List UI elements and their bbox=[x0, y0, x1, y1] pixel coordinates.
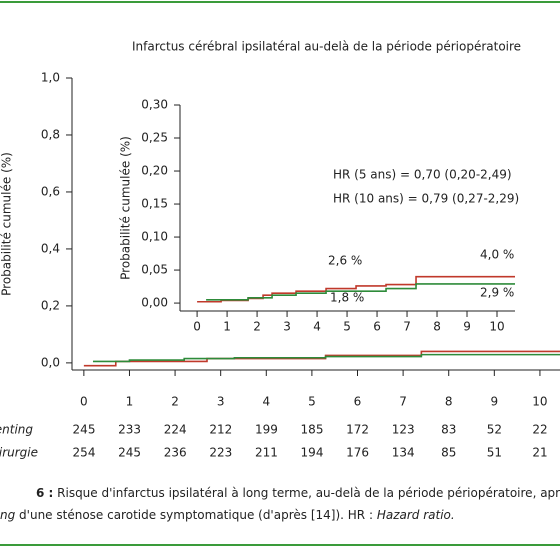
caption-text: ng bbox=[0, 508, 16, 522]
y-tick-label: 0,4 bbox=[41, 241, 60, 255]
x-tick-label: 5 bbox=[343, 320, 351, 334]
risk-count: 22 bbox=[532, 423, 547, 437]
chart-title: Infarctus cérébral ipsilatéral au-delà d… bbox=[132, 40, 521, 54]
risk-count: 199 bbox=[255, 423, 278, 437]
annotation: 1,8 % bbox=[330, 291, 364, 305]
km-curve bbox=[92, 353, 560, 363]
x-tick-label: 10 bbox=[489, 320, 504, 334]
y-axis-label: Probabilité cumulée (%) bbox=[119, 136, 133, 280]
caption: 6 : Risque d'infarctus ipsilatéral à lon… bbox=[36, 486, 560, 500]
risk-count: 123 bbox=[392, 423, 415, 437]
x-tick-label: 3 bbox=[283, 320, 291, 334]
caption-text: Risque d'infarctus ipsilatéral à long te… bbox=[53, 486, 560, 500]
risk-count: 21 bbox=[532, 446, 547, 460]
x-tick-label: 10 bbox=[532, 395, 547, 409]
x-tick-label: 4 bbox=[262, 395, 270, 409]
risk-count: 185 bbox=[301, 423, 324, 437]
annotation: 2,6 % bbox=[328, 254, 362, 268]
risk-count: 52 bbox=[487, 423, 502, 437]
y-tick-label: 1,0 bbox=[41, 71, 60, 85]
risk-count: 224 bbox=[164, 423, 187, 437]
annotation: 4,0 % bbox=[480, 248, 514, 262]
x-tick-label: 6 bbox=[354, 395, 362, 409]
x-tick-label: 8 bbox=[433, 320, 441, 334]
risk-count: 194 bbox=[301, 446, 324, 460]
risk-count: 85 bbox=[441, 446, 456, 460]
annotation: 2,9 % bbox=[480, 286, 514, 300]
y-tick-label: 0,20 bbox=[141, 164, 168, 178]
x-tick-label: 9 bbox=[463, 320, 471, 334]
risk-row-label: hirurgie bbox=[0, 446, 38, 460]
risk-count: 245 bbox=[73, 423, 96, 437]
km-curve bbox=[83, 350, 560, 367]
risk-count: 254 bbox=[73, 446, 96, 460]
caption: ng d'une sténose carotide symptomatique … bbox=[0, 508, 455, 522]
x-tick-label: 2 bbox=[171, 395, 179, 409]
y-tick-label: 0,0 bbox=[41, 355, 60, 369]
risk-count: 51 bbox=[487, 446, 502, 460]
risk-count: 236 bbox=[164, 446, 187, 460]
y-tick-label: 0,15 bbox=[141, 197, 168, 211]
x-tick-label: 2 bbox=[253, 320, 261, 334]
risk-count: 172 bbox=[346, 423, 369, 437]
risk-count: 223 bbox=[209, 446, 232, 460]
x-tick-label: 0 bbox=[193, 320, 201, 334]
x-tick-label: 5 bbox=[308, 395, 316, 409]
x-tick-label: 7 bbox=[399, 395, 407, 409]
x-tick-label: 3 bbox=[217, 395, 225, 409]
risk-count: 212 bbox=[209, 423, 232, 437]
x-tick-label: 1 bbox=[126, 395, 134, 409]
y-tick-label: 0,05 bbox=[141, 263, 168, 277]
km-curve bbox=[206, 283, 515, 301]
x-tick-label: 1 bbox=[223, 320, 231, 334]
y-tick-label: 0,00 bbox=[141, 296, 168, 310]
caption-text: d'une sténose carotide symptomatique (d'… bbox=[15, 508, 377, 522]
caption-text: Hazard ratio. bbox=[377, 508, 455, 522]
risk-count: 233 bbox=[118, 423, 141, 437]
y-axis-label: Probabilité cumulée (%) bbox=[0, 152, 14, 296]
caption-number: 6 : bbox=[36, 486, 53, 500]
y-tick-label: 0,8 bbox=[41, 127, 60, 141]
annotation: HR (10 ans) = 0,79 (0,27-2,29) bbox=[333, 192, 519, 206]
y-tick-label: 0,25 bbox=[141, 131, 168, 145]
annotation: HR (5 ans) = 0,70 (0,20-2,49) bbox=[333, 168, 512, 182]
x-tick-label: 6 bbox=[373, 320, 381, 334]
x-tick-label: 4 bbox=[313, 320, 321, 334]
x-tick-label: 8 bbox=[445, 395, 453, 409]
risk-row-label: enting bbox=[0, 423, 33, 437]
risk-count: 245 bbox=[118, 446, 141, 460]
risk-count: 211 bbox=[255, 446, 278, 460]
risk-count: 176 bbox=[346, 446, 369, 460]
y-tick-label: 0,6 bbox=[41, 184, 60, 198]
x-tick-label: 7 bbox=[403, 320, 411, 334]
y-tick-label: 0,30 bbox=[141, 98, 168, 112]
risk-count: 134 bbox=[392, 446, 415, 460]
risk-count: 83 bbox=[441, 423, 456, 437]
x-tick-label: 9 bbox=[491, 395, 499, 409]
x-tick-label: 0 bbox=[80, 395, 88, 409]
y-tick-label: 0,2 bbox=[41, 298, 60, 312]
y-tick-label: 0,10 bbox=[141, 230, 168, 244]
